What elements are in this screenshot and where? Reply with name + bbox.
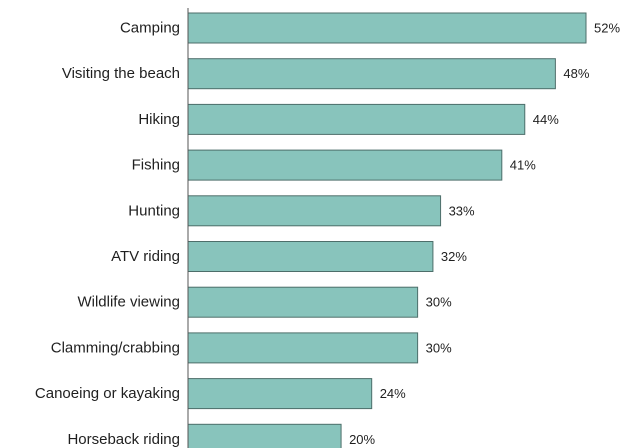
category-label-0: Camping	[120, 20, 180, 37]
category-label-8: Canoeing or kayaking	[35, 385, 180, 402]
category-label-4: Hunting	[128, 202, 180, 219]
category-label-2: Hiking	[138, 111, 180, 128]
value-label-4: 33%	[449, 203, 475, 218]
bar-5	[187, 241, 434, 272]
category-label-9: Horseback riding	[67, 431, 180, 448]
bar-6	[187, 286, 419, 318]
bar-4	[187, 195, 442, 227]
category-label-3: Fishing	[132, 157, 180, 174]
value-label-0: 52%	[594, 21, 620, 36]
value-label-6: 30%	[426, 295, 452, 310]
bars-layer: Camping 52% Visiting the beach 48% Hiking 44%…	[35, 12, 620, 448]
value-label-3: 41%	[510, 158, 536, 173]
value-label-5: 32%	[441, 249, 467, 264]
bar-9	[187, 423, 342, 448]
value-label-2: 44%	[533, 112, 559, 127]
bar-8	[187, 378, 373, 410]
bar-1	[187, 58, 556, 90]
bar-0	[187, 12, 587, 44]
bar-2	[187, 103, 526, 135]
bar-7	[187, 332, 419, 364]
category-label-1: Visiting the beach	[62, 65, 180, 82]
value-label-7: 30%	[426, 340, 452, 355]
category-label-7: Clamming/crabbing	[51, 339, 180, 356]
category-label-5: ATV riding	[111, 248, 180, 265]
value-label-9: 20%	[349, 432, 375, 447]
category-label-6: Wildlife viewing	[77, 294, 180, 311]
value-label-8: 24%	[380, 386, 406, 401]
bar-3	[187, 149, 503, 181]
value-label-1: 48%	[563, 66, 589, 81]
